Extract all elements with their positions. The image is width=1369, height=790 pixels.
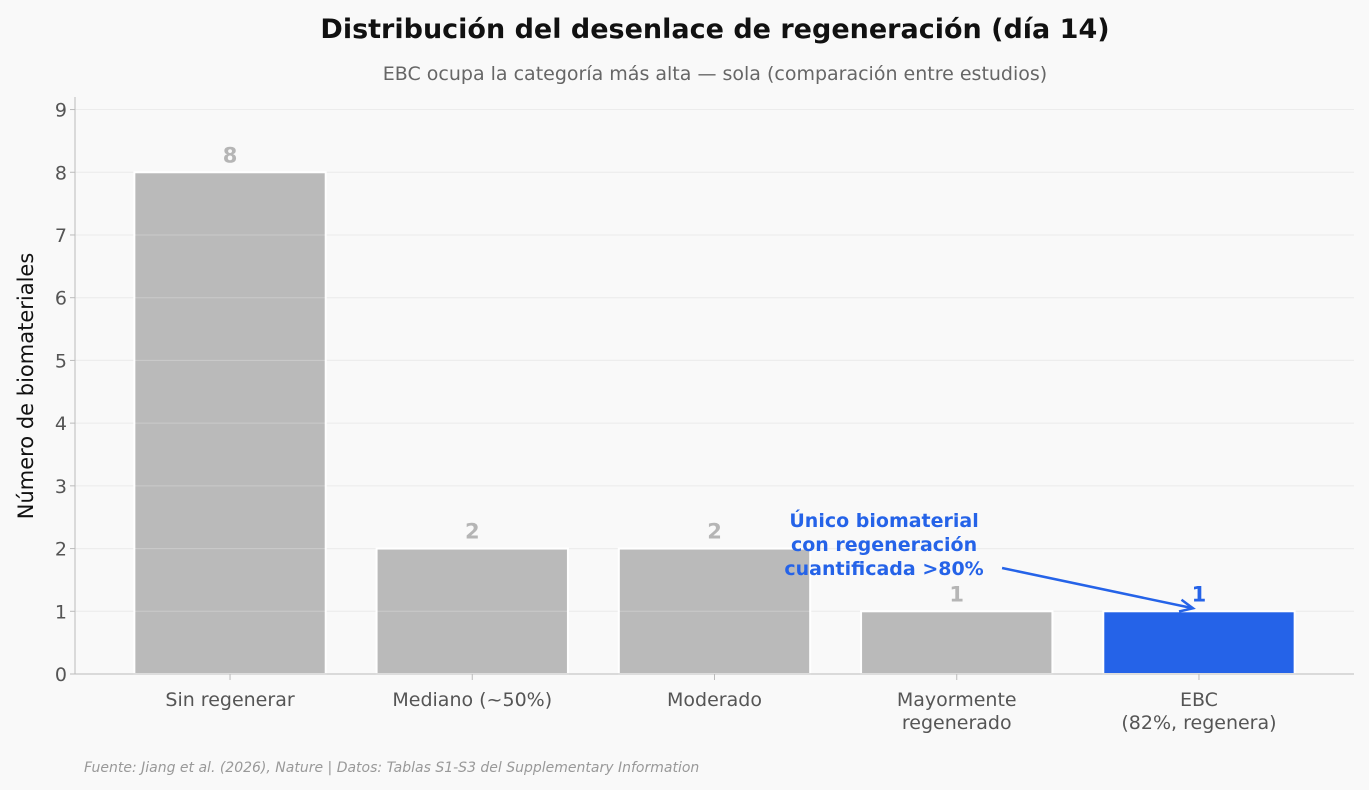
y-tick-label: 3 bbox=[55, 476, 67, 498]
annotation-text: Único biomaterial bbox=[789, 508, 978, 532]
x-tick-label: (82%, regenera) bbox=[1121, 712, 1276, 734]
y-tick-label: 5 bbox=[55, 350, 67, 372]
x-tick-label: Sin regenerar bbox=[165, 689, 294, 711]
chart-title: Distribución del desenlace de regeneraci… bbox=[320, 14, 1109, 45]
y-tick-label: 2 bbox=[55, 539, 67, 561]
data-label: 8 bbox=[223, 143, 238, 167]
annotation-arrow-line bbox=[1001, 566, 1194, 610]
source-note: Fuente: Jiang et al. (2026), Nature | Da… bbox=[84, 760, 699, 776]
annotation-text: con regeneración bbox=[791, 534, 977, 556]
x-tick-label: Mediano (~50%) bbox=[392, 689, 552, 711]
x-tick-label: regenerado bbox=[902, 712, 1012, 734]
y-tick-label: 4 bbox=[55, 413, 67, 435]
y-tick-label: 7 bbox=[55, 225, 67, 247]
chart-subtitle: EBC ocupa la categoría más alta — sola (… bbox=[383, 63, 1047, 85]
y-tick-label: 1 bbox=[55, 601, 67, 623]
bars bbox=[75, 109, 1354, 676]
data-label: 2 bbox=[707, 520, 722, 544]
data-label: 1 bbox=[1192, 582, 1207, 606]
y-tick-label: 0 bbox=[55, 664, 67, 686]
x-tick-label: Mayormente bbox=[897, 689, 1017, 711]
data-labels: 8 2 2 1 1 bbox=[223, 143, 1207, 606]
annotation-text: cuantificada >80% bbox=[784, 558, 983, 580]
data-label: 1 bbox=[949, 582, 964, 606]
y-tick-label: 9 bbox=[55, 100, 67, 122]
y-tick-label: 6 bbox=[55, 288, 67, 310]
y-tick-label: 8 bbox=[55, 162, 67, 184]
y-ticks: 0 1 2 3 4 5 6 7 8 9 bbox=[55, 100, 75, 686]
bar bbox=[860, 610, 1054, 675]
bar bbox=[1102, 610, 1296, 675]
y-axis-label: Número de biomateriales bbox=[14, 253, 38, 520]
annotation-arrow-head bbox=[1178, 598, 1196, 613]
x-tick-label: Moderado bbox=[667, 689, 762, 711]
x-tick-label: EBC bbox=[1180, 689, 1218, 711]
bar bbox=[133, 171, 327, 675]
x-ticks: Sin regenerar Mediano (~50%) Moderado Mayor… bbox=[165, 674, 1277, 734]
data-label: 2 bbox=[465, 520, 480, 544]
